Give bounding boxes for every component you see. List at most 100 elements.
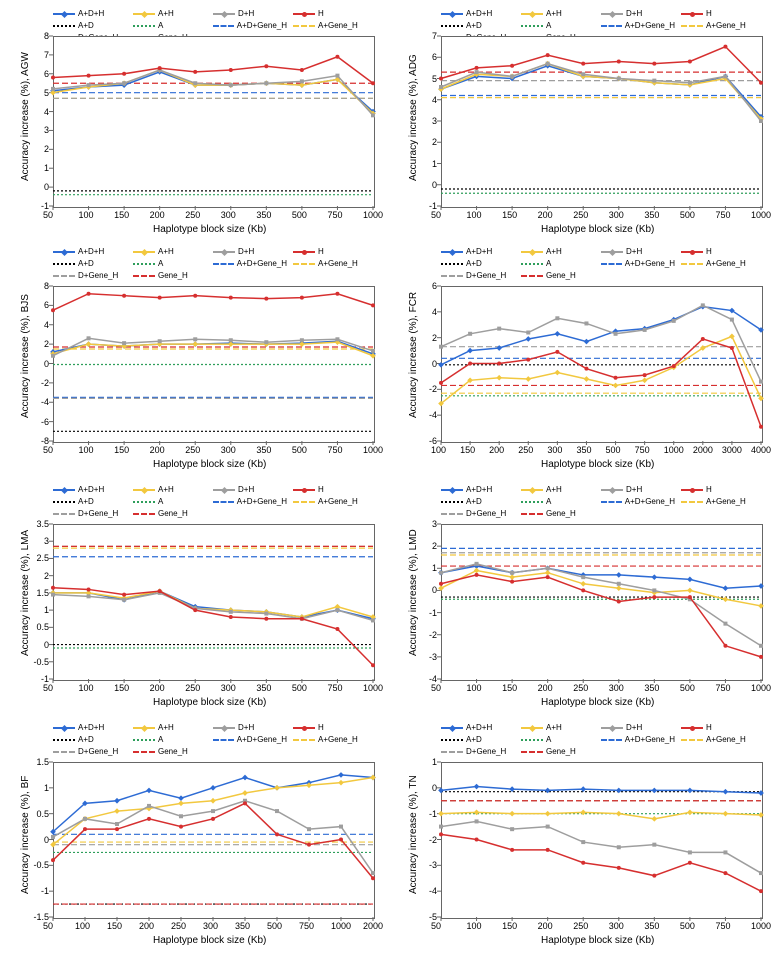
marker-H (759, 889, 763, 893)
marker-DH (759, 644, 763, 648)
legend-label: A+D+Gene_H (625, 734, 675, 746)
marker-ADH (178, 795, 184, 801)
legend-item-ADG: A+D+Gene_H (213, 496, 287, 508)
series-DH (53, 593, 373, 621)
marker-ADH (723, 789, 729, 795)
marker-DH (115, 822, 119, 826)
marker-H (723, 871, 727, 875)
xtick-label: 750 (327, 683, 342, 693)
legend-item-DH: D+H (601, 246, 675, 258)
legend-label: A+D+H (78, 722, 104, 734)
marker-DH (475, 70, 479, 74)
xtick-label: 1000 (331, 921, 351, 931)
marker-H (158, 66, 162, 70)
legend-item-AG: A+Gene_H (681, 20, 755, 32)
xtick-label: 150 (114, 445, 129, 455)
marker-AH (613, 383, 619, 389)
xtick-label: 50 (431, 210, 441, 220)
legend-label: A+D (78, 734, 94, 746)
xtick-label: 300 (221, 683, 236, 693)
marker-H (439, 832, 443, 836)
series-ADH (441, 307, 761, 365)
ylabel: Accuracy increase (%), BJS (20, 294, 31, 418)
marker-AH (687, 588, 693, 594)
marker-DH (546, 62, 550, 66)
panel-FCR: A+D+HA+HD+HHA+DAA+D+Gene_HA+Gene_HD+Gene… (396, 246, 776, 480)
legend-label: D+Gene_H (466, 746, 506, 758)
xtick-label: 50 (431, 921, 441, 931)
legend-label: A+D+H (78, 8, 104, 20)
marker-DH (439, 85, 443, 89)
ytick-label: -0.5 (25, 657, 49, 667)
marker-DH (229, 83, 233, 87)
xtick-label: 500 (267, 921, 282, 931)
legend-label: A (546, 258, 551, 270)
marker-ADH (545, 788, 551, 794)
plot-svg (53, 524, 373, 679)
marker-AH (509, 811, 515, 817)
legend-item-A: A (521, 734, 595, 746)
marker-DH (526, 331, 530, 335)
marker-DH (581, 72, 585, 76)
ylabel: Accuracy increase (%), LMD (408, 529, 419, 656)
marker-H (147, 817, 151, 821)
legend-label: A+H (546, 484, 562, 496)
marker-AH (114, 808, 120, 814)
legend-item-ADH: A+D+H (441, 484, 515, 496)
marker-DH (439, 571, 443, 575)
legend-label: A+D (466, 258, 482, 270)
legend-item-AG: A+Gene_H (681, 734, 755, 746)
marker-ADH (438, 788, 444, 794)
marker-H (51, 858, 55, 862)
marker-H (229, 615, 233, 619)
legend-item-AH: A+H (133, 722, 207, 734)
xtick-label: 500 (292, 683, 307, 693)
legend-item-H: H (293, 722, 367, 734)
marker-DH (300, 338, 304, 342)
marker-ADH (242, 775, 248, 781)
legend-label: A (158, 496, 163, 508)
xtick-label: 350 (256, 210, 271, 220)
marker-H (87, 587, 91, 591)
marker-DH (371, 113, 375, 117)
legend-label: D+Gene_H (78, 508, 118, 520)
xtick-label: 3000 (722, 445, 742, 455)
legend-label: A+Gene_H (706, 258, 746, 270)
marker-DH (617, 77, 621, 81)
legend-item-DG: D+Gene_H (53, 270, 127, 282)
legend-item-DG: D+Gene_H (53, 508, 127, 520)
marker-H (468, 362, 472, 366)
marker-AH (438, 811, 444, 817)
marker-DH (264, 612, 268, 616)
legend-label: A+D+H (466, 246, 492, 258)
legend-item-AG: A+Gene_H (681, 496, 755, 508)
marker-AH (616, 811, 622, 817)
legend-label: A+D (466, 734, 482, 746)
marker-AH (192, 341, 198, 347)
legend-label: D+H (626, 246, 642, 258)
marker-H (193, 294, 197, 298)
legend-item-AH: A+H (133, 484, 207, 496)
legend-item-DH: D+H (601, 8, 675, 20)
legend-item-DG: D+Gene_H (441, 746, 515, 758)
marker-H (229, 68, 233, 72)
legend-label: A+D (466, 20, 482, 32)
xtick-label: 250 (573, 210, 588, 220)
xtick-label: 500 (680, 210, 695, 220)
ytick-label: 3 (413, 519, 437, 529)
xtick-label: 1000 (363, 445, 383, 455)
xtick-label: 100 (431, 445, 446, 455)
marker-ADH (652, 574, 658, 580)
legend-label: A+H (158, 8, 174, 20)
xtick-label: 1000 (664, 445, 684, 455)
legend-label: A+H (158, 722, 174, 734)
marker-H (335, 292, 339, 296)
ylabel: Accuracy increase (%), FCR (408, 292, 419, 418)
legend-label: A+Gene_H (318, 734, 358, 746)
legend: A+D+HA+HD+HHA+DAA+D+Gene_HA+Gene_HD+Gene… (441, 484, 761, 520)
marker-H (475, 573, 479, 577)
marker-H (211, 817, 215, 821)
xlabel: Haplotype block size (Kb) (541, 224, 654, 235)
xtick-label: 200 (538, 921, 553, 931)
legend-item-AH: A+H (521, 246, 595, 258)
